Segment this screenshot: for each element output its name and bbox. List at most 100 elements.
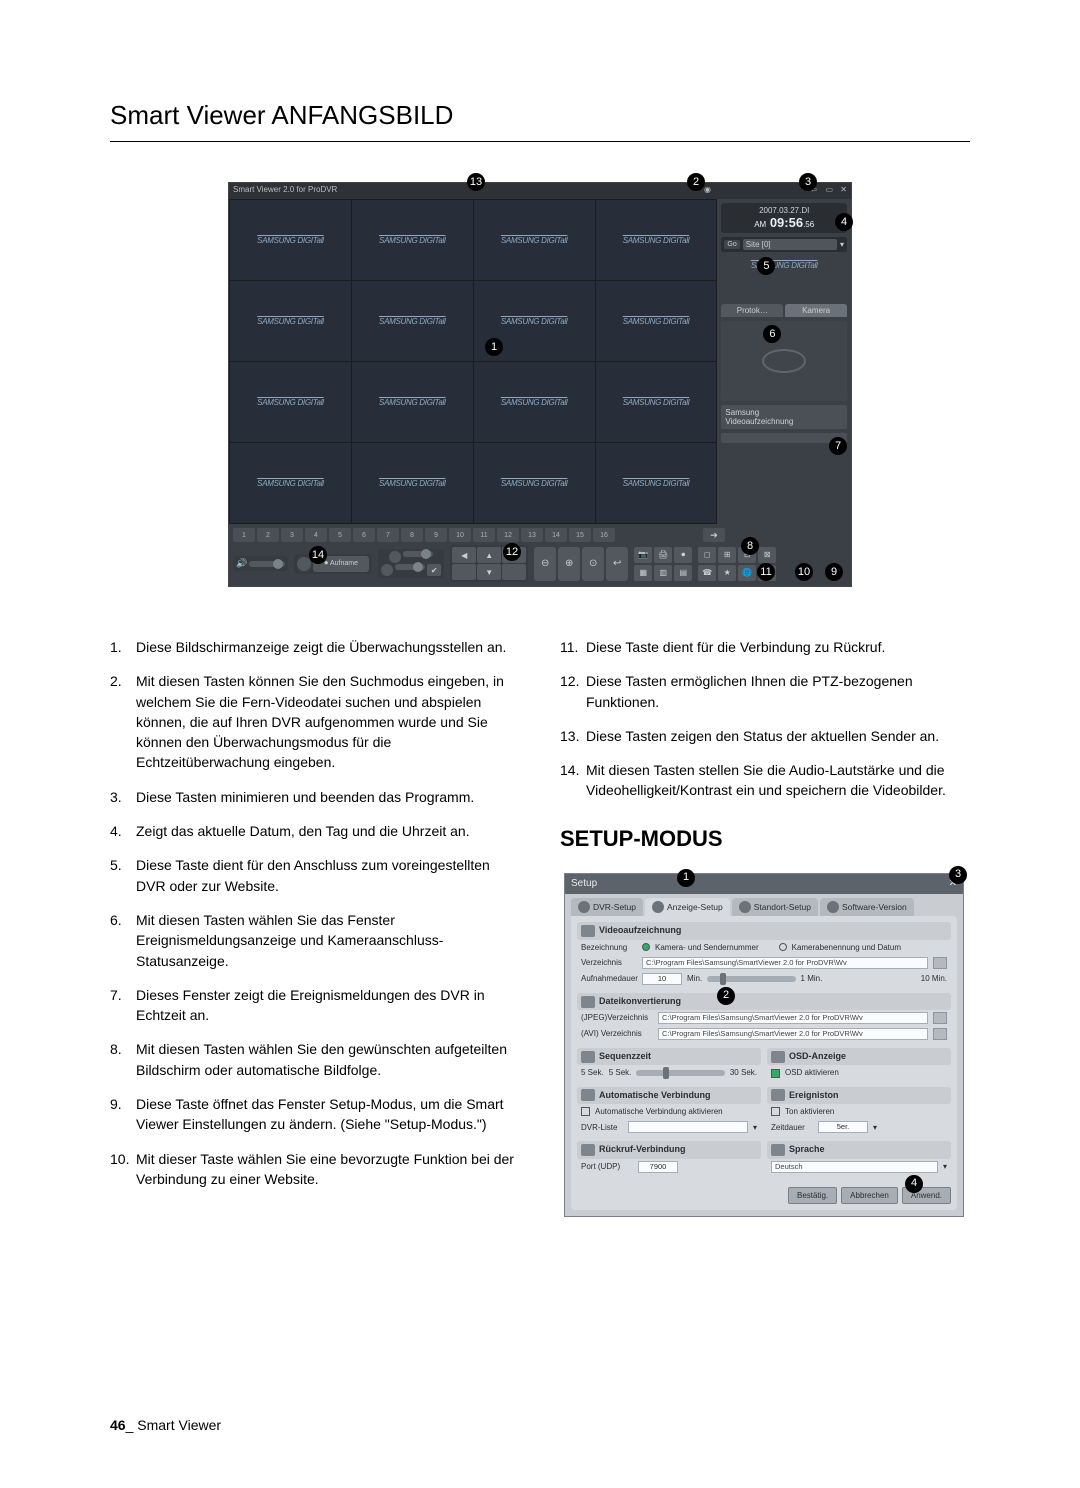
chevron-down-icon[interactable]: ▾ (840, 240, 844, 249)
bc-knob2[interactable] (381, 564, 393, 576)
volume-slider[interactable] (249, 561, 285, 567)
save-icon[interactable]: ✔ (427, 564, 441, 576)
tab-dvr[interactable]: DVR-Setup (571, 898, 643, 916)
dir-field[interactable]: C:\Program Files\Samsung\SmartViewer 2.0… (642, 957, 928, 969)
snapshot-button[interactable]: ↩ (606, 547, 628, 581)
bc-slider2[interactable] (395, 564, 425, 570)
site-selector[interactable]: Go Site [0] ▾ (721, 237, 847, 252)
camera-cell[interactable]: SAMSUNG DIGITall (596, 281, 717, 361)
zoom-in-button[interactable]: ⊕ (558, 547, 580, 581)
ch-button[interactable]: 8 (401, 528, 423, 542)
tab-camera[interactable]: Kamera (785, 304, 847, 317)
camera-cell[interactable]: SAMSUNG DIGITall (230, 281, 351, 361)
ch-button[interactable]: 12 (497, 528, 519, 542)
alarm-field[interactable]: 5er. (818, 1121, 868, 1133)
ch-button[interactable]: 3 (281, 528, 303, 542)
ch-button[interactable]: 2 (257, 528, 279, 542)
tool-button[interactable]: ▥ (654, 565, 672, 581)
chevron-down-icon[interactable]: ▾ (873, 1122, 877, 1134)
split4[interactable]: ⊞ (718, 547, 736, 563)
split16[interactable]: ⊠ (758, 547, 776, 563)
ch-next-button[interactable]: ➔ (703, 528, 725, 542)
cancel-button[interactable]: Abbrechen (841, 1187, 898, 1205)
zoom-out-button[interactable]: ⊖ (534, 547, 556, 581)
label: Bezeichnung (581, 942, 637, 954)
dur-field[interactable]: 10 (642, 973, 682, 985)
ch-button[interactable]: 6 (353, 528, 375, 542)
print-button[interactable]: 🖨 (654, 547, 672, 563)
ch-button[interactable]: 13 (521, 528, 543, 542)
checkbox[interactable] (771, 1107, 780, 1116)
ch-button[interactable]: 14 (545, 528, 567, 542)
radio[interactable] (779, 943, 787, 951)
dvr-dropdown[interactable] (628, 1121, 748, 1133)
avi-field[interactable]: C:\Program Files\Samsung\SmartViewer 2.0… (658, 1028, 928, 1040)
chevron-down-icon[interactable]: ▾ (753, 1122, 757, 1134)
ptz-left[interactable]: ◀ (452, 547, 476, 563)
camera-cell[interactable]: SAMSUNG DIGITall (230, 200, 351, 280)
ch-button[interactable]: 9 (425, 528, 447, 542)
ch-button[interactable]: 16 (593, 528, 615, 542)
split1[interactable]: ◻ (698, 547, 716, 563)
zoom-reset-button[interactable]: ⊙ (582, 547, 604, 581)
chevron-down-icon[interactable]: ▾ (943, 1161, 947, 1173)
camera-cell[interactable]: SAMSUNG DIGITall (596, 443, 717, 523)
site-go-button[interactable]: Go (724, 240, 739, 249)
ptz-down[interactable]: ▼ (477, 564, 501, 580)
ch-button[interactable]: 5 (329, 528, 351, 542)
camera-cell[interactable]: SAMSUNG DIGITall (352, 200, 473, 280)
tab-icon (827, 901, 839, 913)
tab-software[interactable]: Software-Version (820, 898, 914, 916)
camera-cell[interactable]: SAMSUNG DIGITall (352, 281, 473, 361)
camera-cell[interactable]: SAMSUNG DIGITall (596, 362, 717, 442)
ch-button[interactable]: 11 (473, 528, 495, 542)
tool-button[interactable]: ▤ (674, 565, 692, 581)
cell-logo: SAMSUNG DIGITall (623, 317, 689, 326)
ch-button[interactable]: 15 (569, 528, 591, 542)
cell-logo: SAMSUNG DIGITall (623, 479, 689, 488)
close-icon[interactable]: ✕ (840, 185, 847, 194)
camera-cell[interactable]: SAMSUNG DIGITall (474, 362, 595, 442)
checkbox[interactable] (581, 1107, 590, 1116)
dur-slider[interactable] (707, 976, 795, 982)
callback-button[interactable]: ☎ (698, 565, 716, 581)
checkbox[interactable] (771, 1069, 780, 1078)
camera-cell[interactable]: SAMSUNG DIGITall (474, 200, 595, 280)
browse-button[interactable] (933, 1012, 947, 1024)
camera-cell[interactable]: SAMSUNG DIGITall (352, 362, 473, 442)
camera-cell[interactable]: SAMSUNG DIGITall (230, 443, 351, 523)
camera-cell[interactable]: SAMSUNG DIGITall (474, 443, 595, 523)
minimize-icon[interactable]: ▭ (825, 185, 833, 194)
ch-button[interactable]: 1 (233, 528, 255, 542)
seq-slider[interactable] (636, 1070, 724, 1076)
ok-button[interactable]: Bestätig. (788, 1187, 837, 1205)
camera-cell[interactable]: SAMSUNG DIGITall (596, 200, 717, 280)
ch-button[interactable]: 7 (377, 528, 399, 542)
rec-button[interactable]: ⏺ (674, 547, 692, 563)
ch-button[interactable]: 4 (305, 528, 327, 542)
tool-button[interactable]: ▦ (634, 565, 652, 581)
web-button[interactable]: 🌐 (738, 565, 756, 581)
bc-knob[interactable] (389, 551, 401, 563)
opt: Automatische Verbindung aktivieren (595, 1106, 723, 1118)
port-field[interactable]: 7900 (638, 1161, 678, 1173)
browse-button[interactable] (933, 1028, 947, 1040)
tab-log[interactable]: Protok… (721, 304, 783, 317)
ptz-up[interactable]: ▲ (477, 547, 501, 563)
site-dropdown[interactable]: Site [0] (743, 239, 837, 250)
mode-icon[interactable]: ◉ (704, 185, 711, 194)
tab-icon (739, 901, 751, 913)
tab-standort[interactable]: Standort-Setup (732, 898, 818, 916)
camera-cell[interactable]: SAMSUNG DIGITall (352, 443, 473, 523)
bc-slider[interactable] (403, 551, 433, 557)
camera-cell[interactable]: SAMSUNG DIGITall (230, 362, 351, 442)
tab-anzeige[interactable]: Anzeige-Setup (645, 898, 730, 916)
jpg-field[interactable]: C:\Program Files\Samsung\SmartViewer 2.0… (658, 1012, 928, 1024)
fav-button[interactable]: ★ (718, 565, 736, 581)
browse-button[interactable] (933, 957, 947, 969)
lang-dropdown[interactable]: Deutsch (771, 1161, 938, 1173)
ch-button[interactable]: 10 (449, 528, 471, 542)
radio[interactable] (642, 943, 650, 951)
event-scrollbar[interactable] (721, 433, 847, 443)
capture-button[interactable]: 📷 (634, 547, 652, 563)
